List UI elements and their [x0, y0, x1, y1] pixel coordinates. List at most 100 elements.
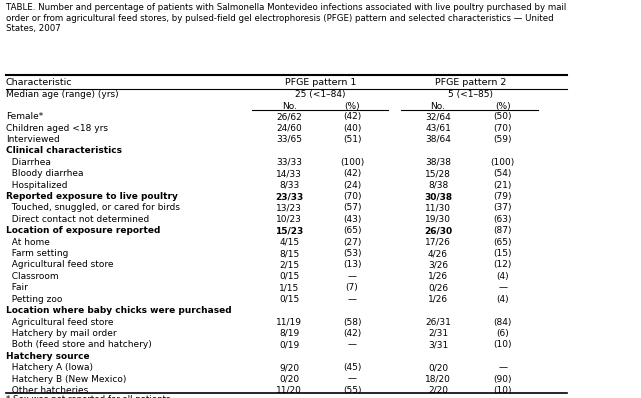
Text: Hatchery A (Iowa): Hatchery A (Iowa) [6, 363, 93, 372]
Text: (42): (42) [343, 169, 362, 178]
Text: Classroom: Classroom [6, 272, 58, 281]
Text: Touched, snuggled, or cared for birds: Touched, snuggled, or cared for birds [6, 203, 179, 213]
Text: 0/19: 0/19 [279, 340, 299, 349]
Text: —: — [347, 375, 356, 384]
Text: (42): (42) [343, 329, 362, 338]
Text: —: — [498, 363, 507, 372]
Text: (65): (65) [343, 226, 362, 235]
Text: Hatchery B (New Mexico): Hatchery B (New Mexico) [6, 375, 126, 384]
Text: (63): (63) [494, 215, 512, 224]
Text: Farm setting: Farm setting [6, 249, 68, 258]
Text: (7): (7) [345, 283, 358, 292]
Text: 10/23: 10/23 [276, 215, 302, 224]
Text: 30/38: 30/38 [424, 192, 452, 201]
Text: 13/23: 13/23 [276, 203, 302, 213]
Text: 8/33: 8/33 [279, 181, 299, 189]
Text: Children aged <18 yrs: Children aged <18 yrs [6, 124, 108, 133]
Text: * Sex was not reported for all patients.: * Sex was not reported for all patients. [6, 394, 173, 398]
Text: Interviewed: Interviewed [6, 135, 60, 144]
Text: Female*: Female* [6, 112, 43, 121]
Text: 18/20: 18/20 [425, 375, 451, 384]
Text: (45): (45) [343, 363, 362, 372]
Text: Location where baby chicks were purchased: Location where baby chicks were purchase… [6, 306, 231, 315]
Text: Hatchery by mail order: Hatchery by mail order [6, 329, 117, 338]
Text: 0/20: 0/20 [428, 363, 448, 372]
Text: 26/30: 26/30 [424, 226, 452, 235]
Text: 33/65: 33/65 [276, 135, 302, 144]
Text: Hatchery source: Hatchery source [6, 352, 89, 361]
Text: (42): (42) [343, 112, 362, 121]
Text: (51): (51) [343, 135, 362, 144]
Text: No.: No. [431, 101, 445, 111]
Text: 11/20: 11/20 [276, 386, 302, 395]
Text: 14/33: 14/33 [276, 169, 302, 178]
Text: (70): (70) [343, 192, 362, 201]
Text: (59): (59) [494, 135, 512, 144]
Text: 11/19: 11/19 [276, 318, 302, 326]
Text: (43): (43) [343, 215, 362, 224]
Text: 2/20: 2/20 [428, 386, 448, 395]
Text: (24): (24) [343, 181, 362, 189]
Text: Clinical characteristics: Clinical characteristics [6, 146, 122, 155]
Text: (84): (84) [494, 318, 512, 326]
Text: (100): (100) [490, 158, 515, 167]
Text: 2/31: 2/31 [428, 329, 448, 338]
Text: Hospitalized: Hospitalized [6, 181, 67, 189]
Text: 1/26: 1/26 [428, 272, 448, 281]
Text: 1/15: 1/15 [279, 283, 299, 292]
Text: 2/15: 2/15 [279, 260, 299, 269]
Text: 0/15: 0/15 [279, 272, 299, 281]
Text: (15): (15) [494, 249, 512, 258]
Text: Direct contact not determined: Direct contact not determined [6, 215, 149, 224]
Text: Reported exposure to live poultry: Reported exposure to live poultry [6, 192, 178, 201]
Text: (6): (6) [496, 329, 509, 338]
Text: Fair: Fair [6, 283, 28, 292]
Text: (10): (10) [494, 386, 512, 395]
Text: 1/26: 1/26 [428, 295, 448, 304]
Text: 38/38: 38/38 [425, 158, 451, 167]
Text: Other hatcheries: Other hatcheries [6, 386, 88, 395]
Text: (10): (10) [494, 340, 512, 349]
Text: (58): (58) [343, 318, 362, 326]
Text: (12): (12) [494, 260, 512, 269]
Text: 19/30: 19/30 [425, 215, 451, 224]
Text: (40): (40) [343, 124, 362, 133]
Text: PFGE pattern 1: PFGE pattern 1 [285, 78, 356, 88]
Text: (53): (53) [343, 249, 362, 258]
Text: 0/26: 0/26 [428, 283, 448, 292]
Text: 0/20: 0/20 [279, 375, 299, 384]
Text: 8/19: 8/19 [279, 329, 299, 338]
Text: Both (feed store and hatchery): Both (feed store and hatchery) [6, 340, 151, 349]
Text: PFGE pattern 2: PFGE pattern 2 [435, 78, 506, 88]
Text: 15/28: 15/28 [425, 169, 451, 178]
Text: 11/30: 11/30 [425, 203, 451, 213]
Text: 33/33: 33/33 [276, 158, 302, 167]
Text: (50): (50) [494, 112, 512, 121]
Text: 32/64: 32/64 [425, 112, 451, 121]
Text: (55): (55) [343, 386, 362, 395]
Text: (70): (70) [494, 124, 512, 133]
Text: 4/15: 4/15 [279, 238, 299, 247]
Text: Agricultural feed store: Agricultural feed store [6, 260, 113, 269]
Text: Diarrhea: Diarrhea [6, 158, 51, 167]
Text: No.: No. [281, 101, 297, 111]
Text: (21): (21) [494, 181, 512, 189]
Text: 25 (<1–84): 25 (<1–84) [296, 90, 346, 99]
Text: 5 (<1–85): 5 (<1–85) [448, 90, 493, 99]
Text: (4): (4) [496, 295, 509, 304]
Text: —: — [347, 340, 356, 349]
Text: 24/60: 24/60 [276, 124, 302, 133]
Text: TABLE. Number and percentage of patients with Salmonella Montevideo infections a: TABLE. Number and percentage of patients… [6, 4, 566, 33]
Text: (57): (57) [343, 203, 362, 213]
Text: 15/23: 15/23 [275, 226, 303, 235]
Text: 43/61: 43/61 [425, 124, 451, 133]
Text: Agricultural feed store: Agricultural feed store [6, 318, 113, 326]
Text: (54): (54) [494, 169, 512, 178]
Text: Petting zoo: Petting zoo [6, 295, 62, 304]
Text: 0/15: 0/15 [279, 295, 299, 304]
Text: (37): (37) [494, 203, 512, 213]
Text: 26/62: 26/62 [276, 112, 302, 121]
Text: (90): (90) [494, 375, 512, 384]
Text: (4): (4) [496, 272, 509, 281]
Text: —: — [347, 272, 356, 281]
